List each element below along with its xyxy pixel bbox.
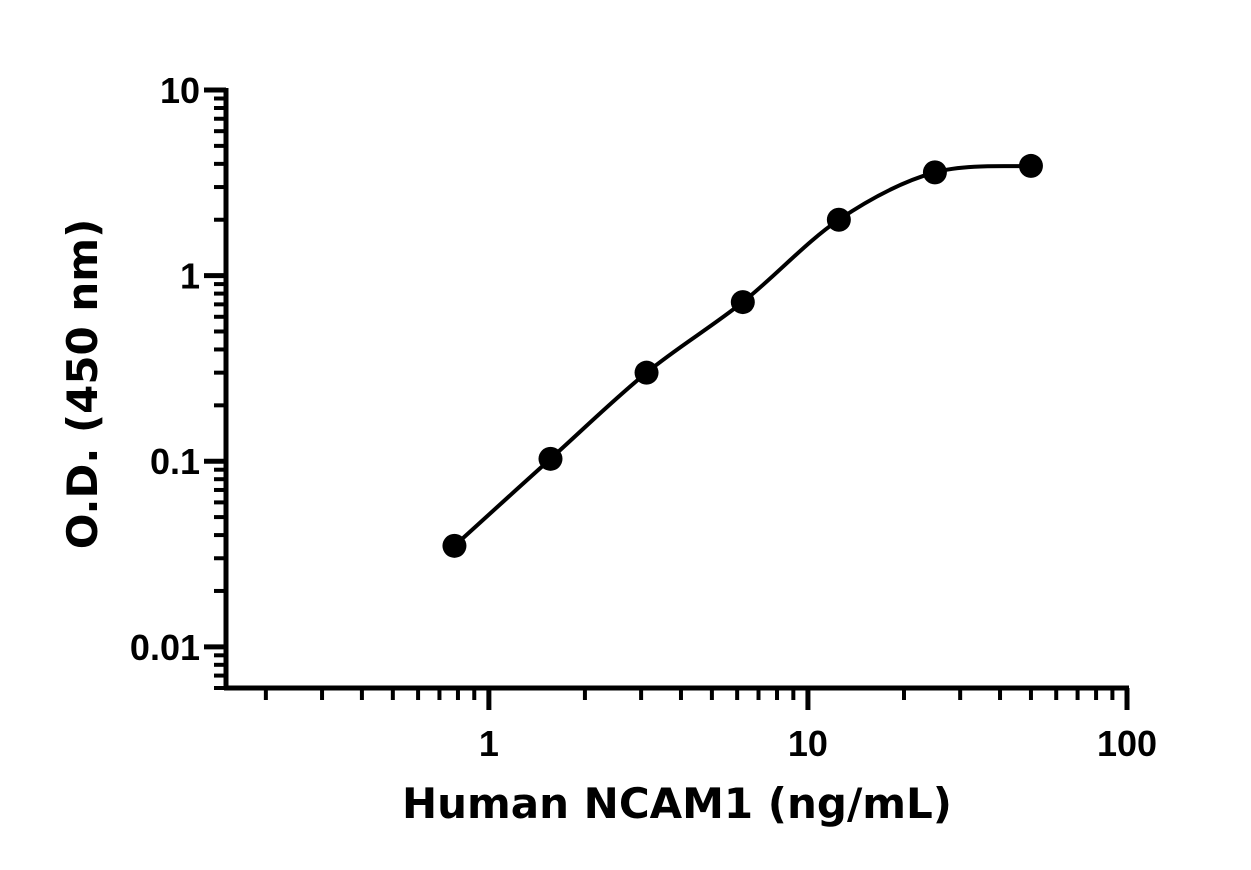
data-point [826,207,851,232]
major-ticks [204,87,1130,710]
x-tick-label: 1 [479,723,499,764]
data-point [442,533,467,558]
y-tick-label: 1 [180,256,200,297]
y-axis-title: O.D. (450 nm) [58,219,107,550]
x-axis-title: Human NCAM1 (ng/mL) [402,779,952,828]
y-tick-label: 0.01 [130,627,200,668]
data-point [538,446,563,471]
x-tick-label: 10 [788,723,828,764]
x-tick-labels: 1 10 100 [479,723,1157,764]
fit-curve [453,163,1032,548]
data-point [1018,153,1043,178]
y-tick-labels: 0.01 0.1 1 10 [130,70,200,668]
minor-ticks [214,96,1115,700]
y-tick-label: 10 [160,70,200,111]
data-point [634,360,659,385]
data-point [730,290,755,315]
x-tick-label: 100 [1097,723,1157,764]
data-point [922,160,947,185]
data-points [442,153,1043,558]
y-tick-label: 0.1 [150,441,200,482]
